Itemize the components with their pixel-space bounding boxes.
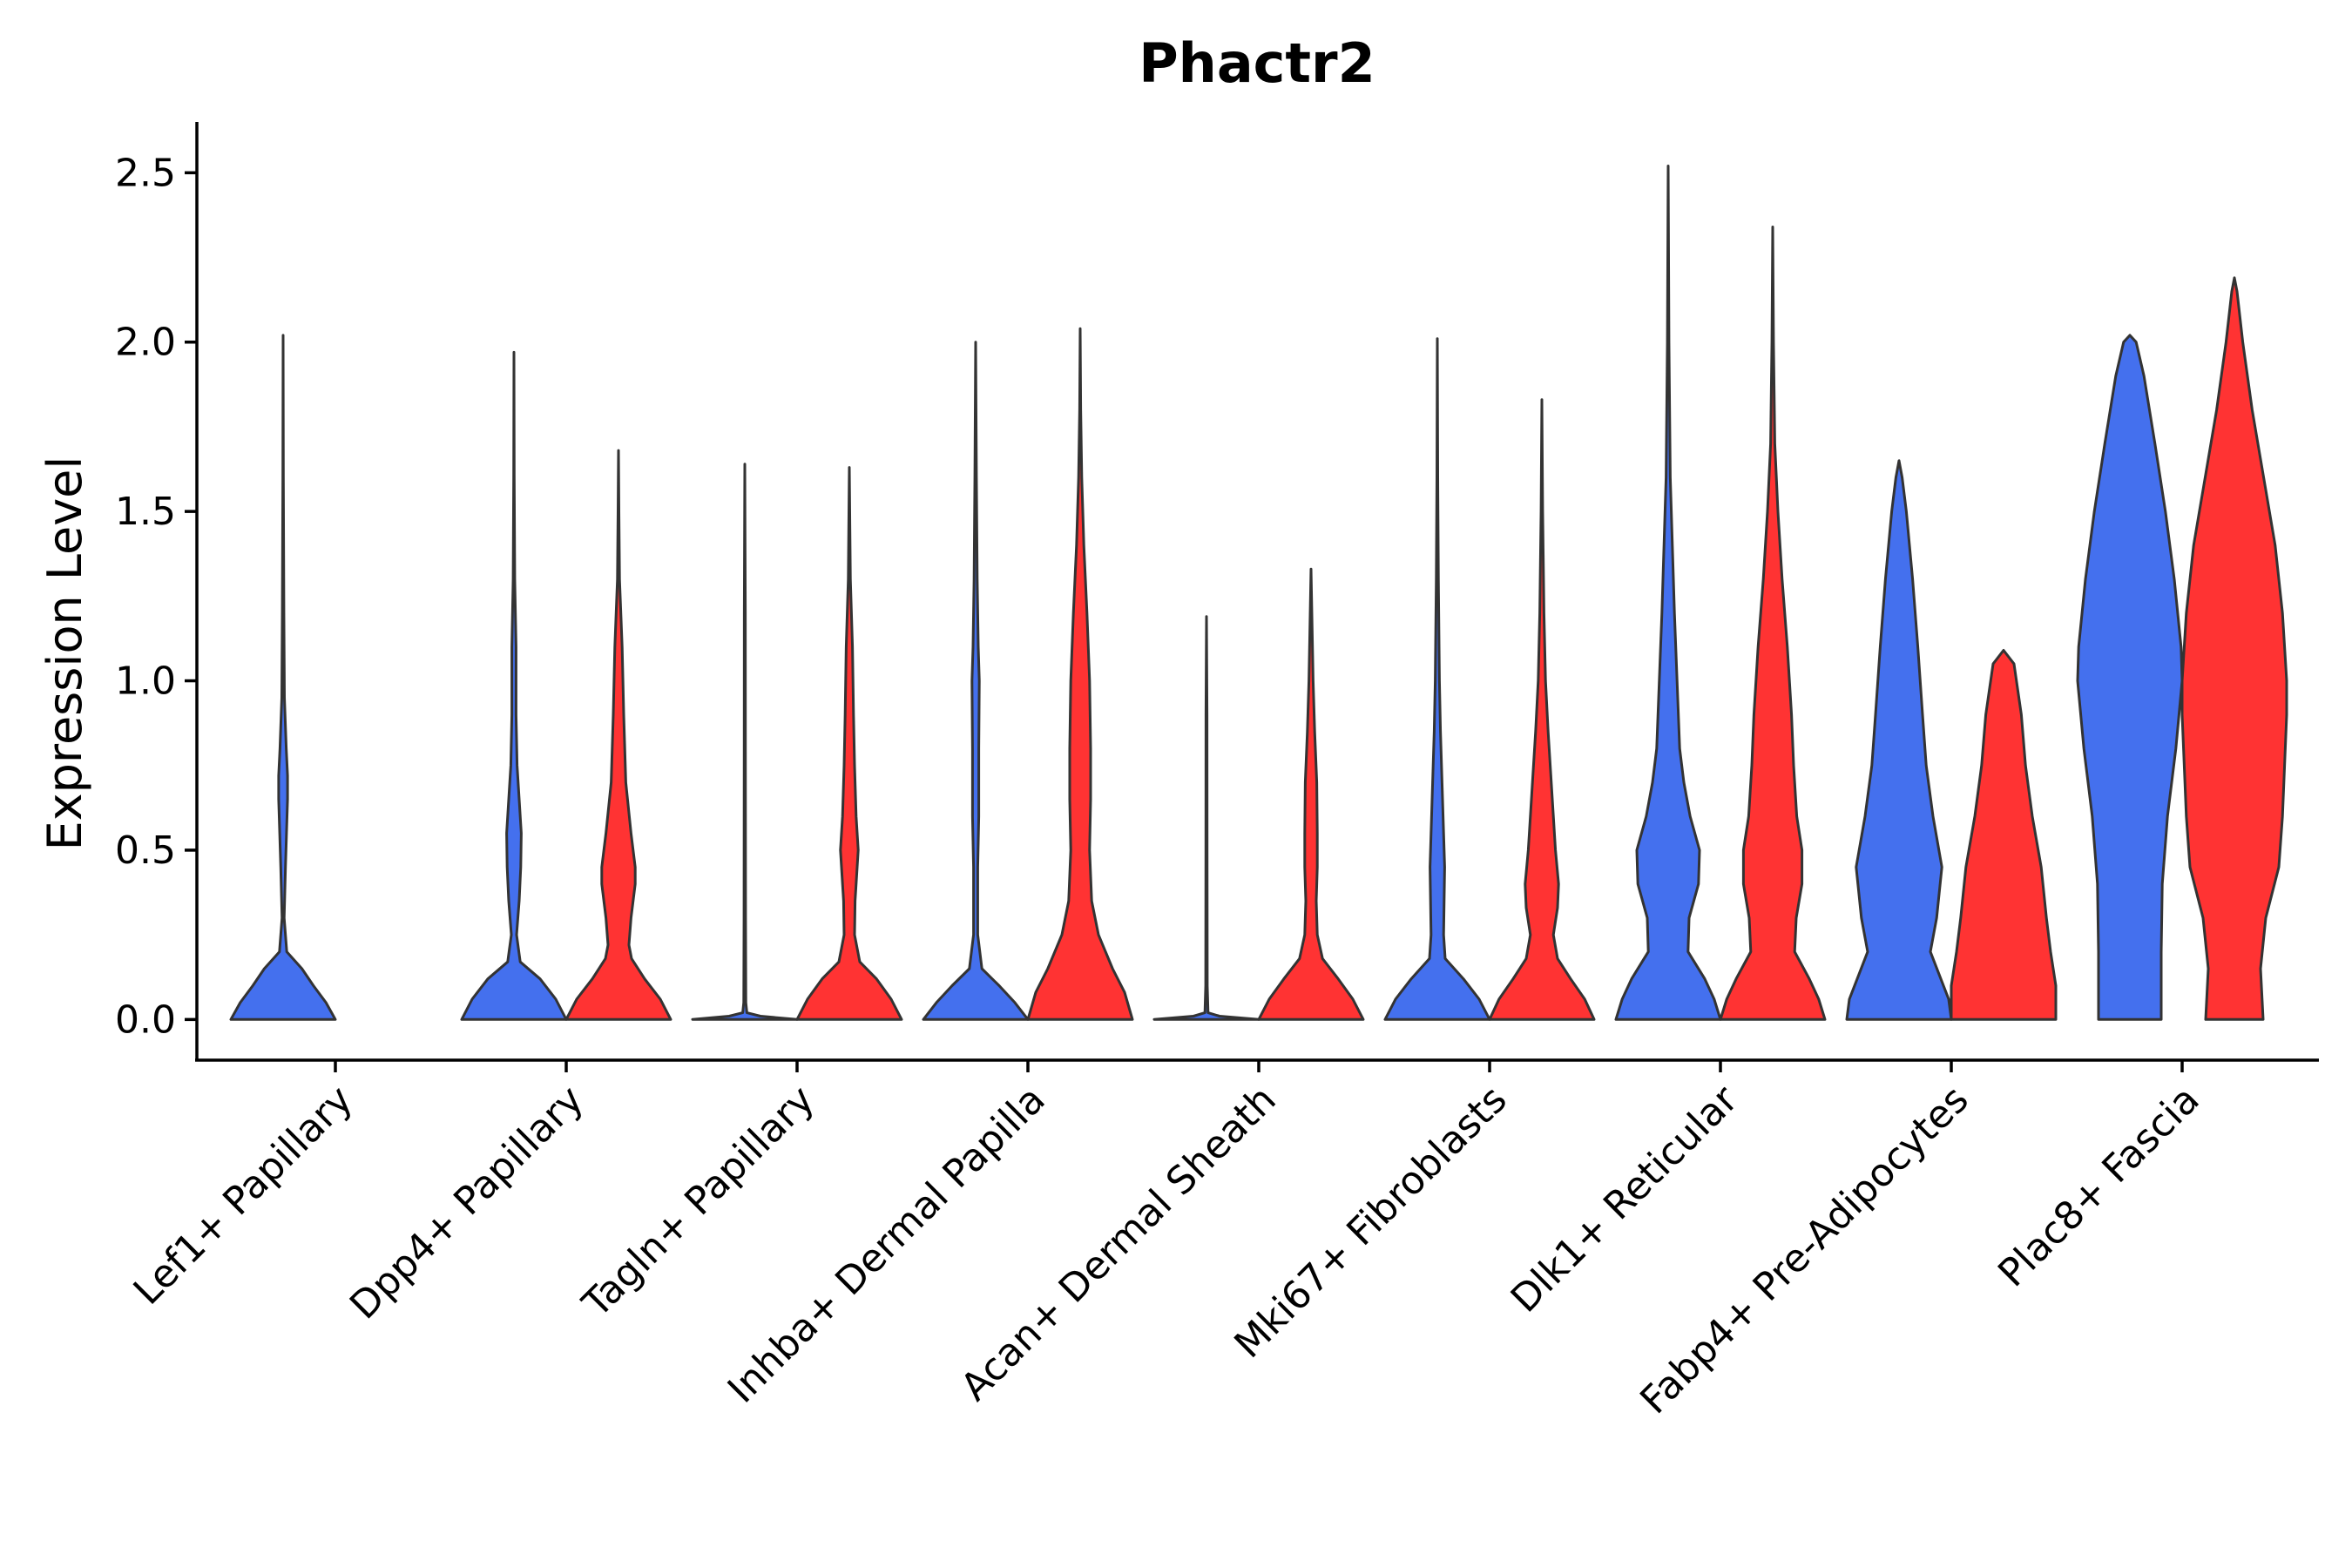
violin-red <box>1257 567 1365 1021</box>
violin-blue <box>1152 615 1260 1021</box>
violin-red <box>795 466 903 1021</box>
violin-red <box>1488 398 1596 1021</box>
x-category-label: Plac8+ Fascia <box>1990 1078 2208 1296</box>
y-tick-label: 2.5 <box>115 151 176 195</box>
y-tick-label: 1.5 <box>115 490 176 534</box>
x-category-label: Lef1+ Papillary <box>125 1078 362 1314</box>
violin-red <box>1950 649 2058 1021</box>
y-tick-label: 0.0 <box>115 997 176 1042</box>
violin-blue <box>1845 459 1953 1021</box>
y-axis-title: Expression Level <box>37 456 92 851</box>
violin-blue <box>460 350 568 1021</box>
violin-blue <box>1383 337 1491 1021</box>
y-tick-label: 0.5 <box>115 828 176 873</box>
violin-red <box>1719 226 1827 1021</box>
y-tick-label: 1.0 <box>115 659 176 704</box>
axes-group <box>195 122 2319 1062</box>
violin-blue <box>691 463 799 1021</box>
violin-blue <box>1614 165 1722 1021</box>
x-category-label: Tagln+ Papillary <box>574 1078 823 1327</box>
chart-title: Phactr2 <box>1139 31 1375 95</box>
violin-blue <box>2076 334 2184 1021</box>
violin-blue <box>922 341 1030 1021</box>
violin-red <box>564 449 672 1021</box>
x-category-label: Dpp4+ Papillary <box>341 1078 592 1328</box>
violin-blue <box>229 334 337 1021</box>
violin-red <box>1026 327 1134 1021</box>
violin-red <box>2180 276 2288 1021</box>
y-tick-label: 2.0 <box>115 321 176 365</box>
violins-group <box>229 165 2288 1021</box>
x-category-label: Dlk1+ Reticular <box>1503 1077 1747 1321</box>
y-ticks-group: 0.0 0.5 1.0 1.5 2.0 2.5 <box>115 151 197 1042</box>
